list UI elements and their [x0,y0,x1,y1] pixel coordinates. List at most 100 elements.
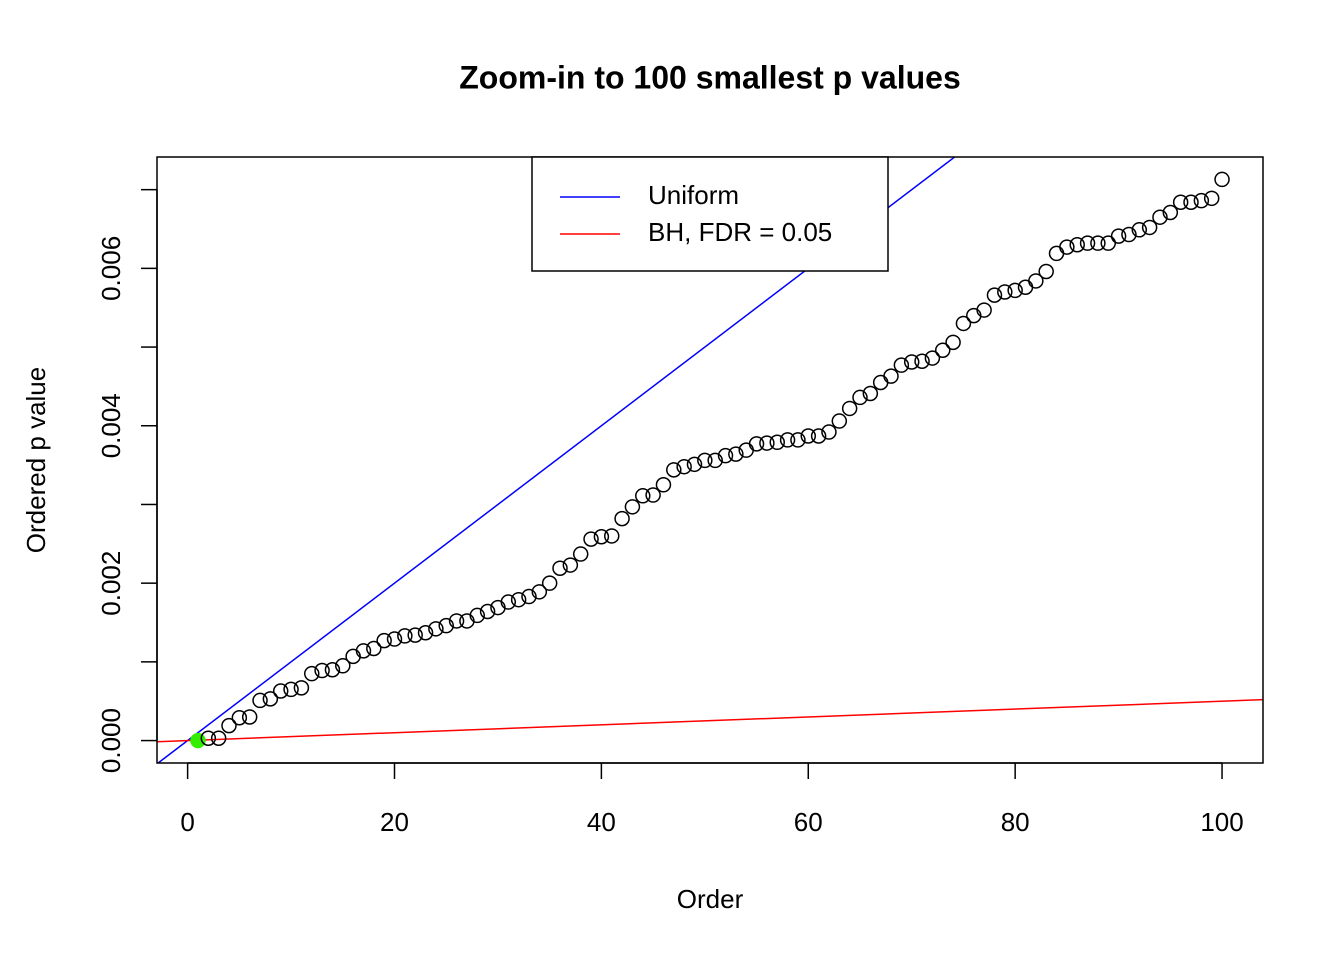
reference-lines [157,157,1263,763]
point [1100,235,1117,251]
x-tick-label: 0 [180,807,194,837]
point [841,400,858,417]
point [510,591,527,608]
point [1141,219,1158,236]
point [386,631,403,647]
point [1183,194,1199,211]
point [262,691,279,707]
point [1172,194,1189,211]
point [955,315,972,332]
point [1152,209,1168,225]
point [593,528,610,545]
point [397,628,413,644]
point [676,458,692,475]
point [686,456,703,473]
point [903,354,920,370]
y-axis-label: Ordered p value [21,367,51,553]
point [748,436,765,452]
point [210,730,227,746]
point [231,709,248,726]
y-tick-label: 0.000 [96,708,126,773]
point [324,661,341,678]
y-tick-label: 0.002 [96,551,126,616]
highlighted-point [190,732,206,749]
point [376,632,392,649]
y-tick-label: 0.006 [96,236,126,301]
point [500,594,517,610]
x-tick-label: 60 [794,807,823,837]
point [779,432,796,448]
point [355,643,372,659]
point [314,662,330,679]
point [790,432,806,448]
point [283,681,299,698]
point [1007,282,1023,299]
reference-line [157,698,1263,743]
chart-title: Zoom-in to 100 smallest p values [459,59,960,95]
point [934,342,951,358]
point [562,557,579,573]
point [831,413,848,429]
point [335,658,351,674]
point [666,462,682,478]
point [945,334,961,351]
reference-line [157,157,956,763]
point [810,428,827,444]
point [883,368,899,384]
point [293,680,310,696]
point [924,350,941,366]
point [1090,235,1106,251]
point [655,477,672,493]
point [448,613,465,629]
point [769,434,785,451]
point [624,499,641,515]
point [366,640,382,657]
point [1214,171,1230,188]
point [697,452,713,469]
point [428,621,444,637]
point [614,510,630,527]
point [852,389,868,406]
point [1203,190,1220,207]
point [541,575,558,591]
point [1069,237,1085,253]
point [645,487,661,503]
x-tick-label: 40 [587,807,616,837]
point [1162,204,1179,221]
point [417,624,434,641]
point [635,488,651,504]
point [521,588,537,605]
legend-box [531,156,889,272]
x-tick-label: 100 [1200,807,1243,837]
x-tick-label: 20 [380,807,409,837]
point [603,528,620,544]
point [717,447,734,464]
legend-label: Uniform [648,180,739,210]
point [914,353,930,369]
point [303,665,320,682]
point [252,692,268,709]
point [572,546,589,562]
point [531,584,548,600]
point [997,284,1013,300]
point [1038,263,1054,280]
point [438,617,454,634]
point [862,385,879,402]
point [976,302,992,318]
point [728,446,744,462]
point [407,627,423,643]
point [821,424,837,440]
y-tick-label: 0.004 [96,393,126,458]
point [479,603,496,620]
points [190,171,1230,749]
point [893,357,910,373]
point [1193,192,1210,209]
point [986,287,1003,303]
point [1028,273,1044,289]
x-tick-label: 80 [1001,807,1030,837]
point [272,683,289,699]
point [221,717,237,734]
point [469,607,486,624]
